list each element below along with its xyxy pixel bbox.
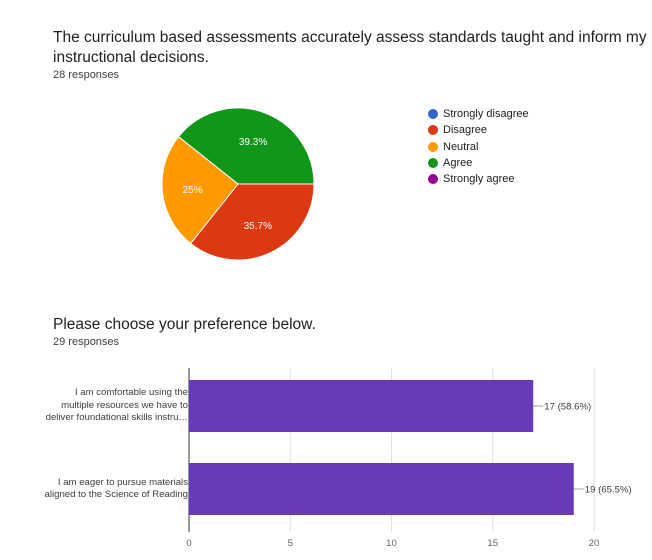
pie-slice-disagree (189, 183, 315, 261)
legend-swatch (428, 141, 438, 152)
pie-slice-agree (177, 107, 315, 185)
x-tick-label: 15 (487, 538, 498, 549)
legend-label: Strongly agree (443, 173, 515, 186)
legend-item-strongly-agree: Strongly agree (428, 171, 529, 187)
legend-swatch (428, 158, 438, 169)
bar-category-label: I am eager to pursue materials aligned to… (28, 477, 188, 502)
legend-label: Neutral (443, 140, 479, 153)
x-tick-label: 10 (386, 538, 397, 549)
legend-label: Strongly disagree (443, 108, 529, 121)
x-tick-label: 20 (589, 538, 600, 549)
bar-category-label-line: deliver foundational skills instru… (45, 412, 188, 424)
bar-data-label: 17 (58.6%) (544, 402, 591, 413)
pie-question-title-line1: The curriculum based assessments accurat… (53, 29, 647, 46)
bar-response-count: 29 responses (53, 336, 120, 348)
bar-question-title: Please choose your preference below. (53, 316, 316, 333)
pie-slice-label: 35.7% (244, 221, 272, 232)
x-tick-label: 0 (186, 538, 191, 549)
legend-item-disagree: Disagree (428, 122, 529, 138)
pie-slice-label: 39.3% (239, 137, 267, 148)
legend-item-neutral: Neutral (428, 139, 529, 155)
pie-response-count: 28 responses (53, 69, 120, 81)
bar (189, 380, 534, 432)
pie-slice-label: 25% (183, 185, 203, 196)
legend-swatch (428, 174, 438, 185)
bar-category-label: I am comfortable using the multiple resou… (28, 387, 188, 425)
pie-legend: Strongly disagree Disagree Neutral Agree Str… (428, 106, 529, 187)
legend-swatch (428, 125, 438, 136)
bar-category-label-line: I am comfortable using the (74, 387, 188, 399)
legend-swatch (428, 109, 438, 120)
legend-item-strongly-disagree: Strongly disagree (428, 106, 529, 122)
pie-slice-neutral (161, 135, 239, 245)
bar-category-label-line: aligned to the Science of Reading (44, 489, 188, 500)
legend-item-agree: Agree (428, 155, 529, 171)
bar-category-label-line: multiple resources we have to (61, 399, 188, 411)
bar-data-label: 19 (65.5%) (585, 485, 632, 496)
x-tick-label: 5 (288, 538, 293, 549)
legend-label: Disagree (443, 124, 488, 137)
pie-question-title-line2: instructional decisions. (53, 49, 209, 66)
bar (189, 463, 574, 515)
legend-label: Agree (443, 157, 473, 170)
bar-category-label-line: I am eager to pursue materials (57, 476, 188, 488)
